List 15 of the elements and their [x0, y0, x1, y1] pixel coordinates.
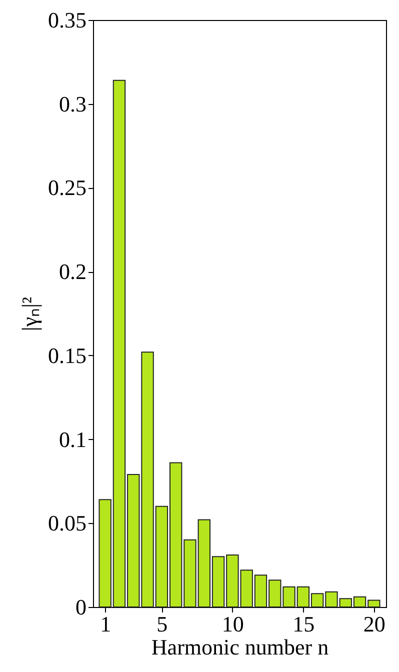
y-tick-label: 0.15 [48, 342, 86, 368]
y-tick-label: 0.25 [48, 175, 86, 200]
x-tick-label: 10 [222, 612, 244, 636]
x-tick-label: 20 [363, 612, 386, 636]
y-axis-title: |γₙ|² [17, 296, 42, 332]
x-axis-title: Harmonic number n [151, 634, 329, 660]
y-tick-label: 0 [76, 594, 86, 620]
y-tick-label: 0.2 [59, 259, 86, 284]
y-tick-label: 0.1 [59, 426, 86, 452]
x-tick-label: 15 [292, 612, 315, 636]
x-tick-label: 5 [156, 612, 168, 636]
y-tick-label: 0.35 [48, 8, 86, 32]
x-tick-label: 1 [100, 612, 112, 636]
y-tick-label: 0.05 [48, 510, 86, 536]
y-tick-label: 0.3 [59, 91, 86, 116]
